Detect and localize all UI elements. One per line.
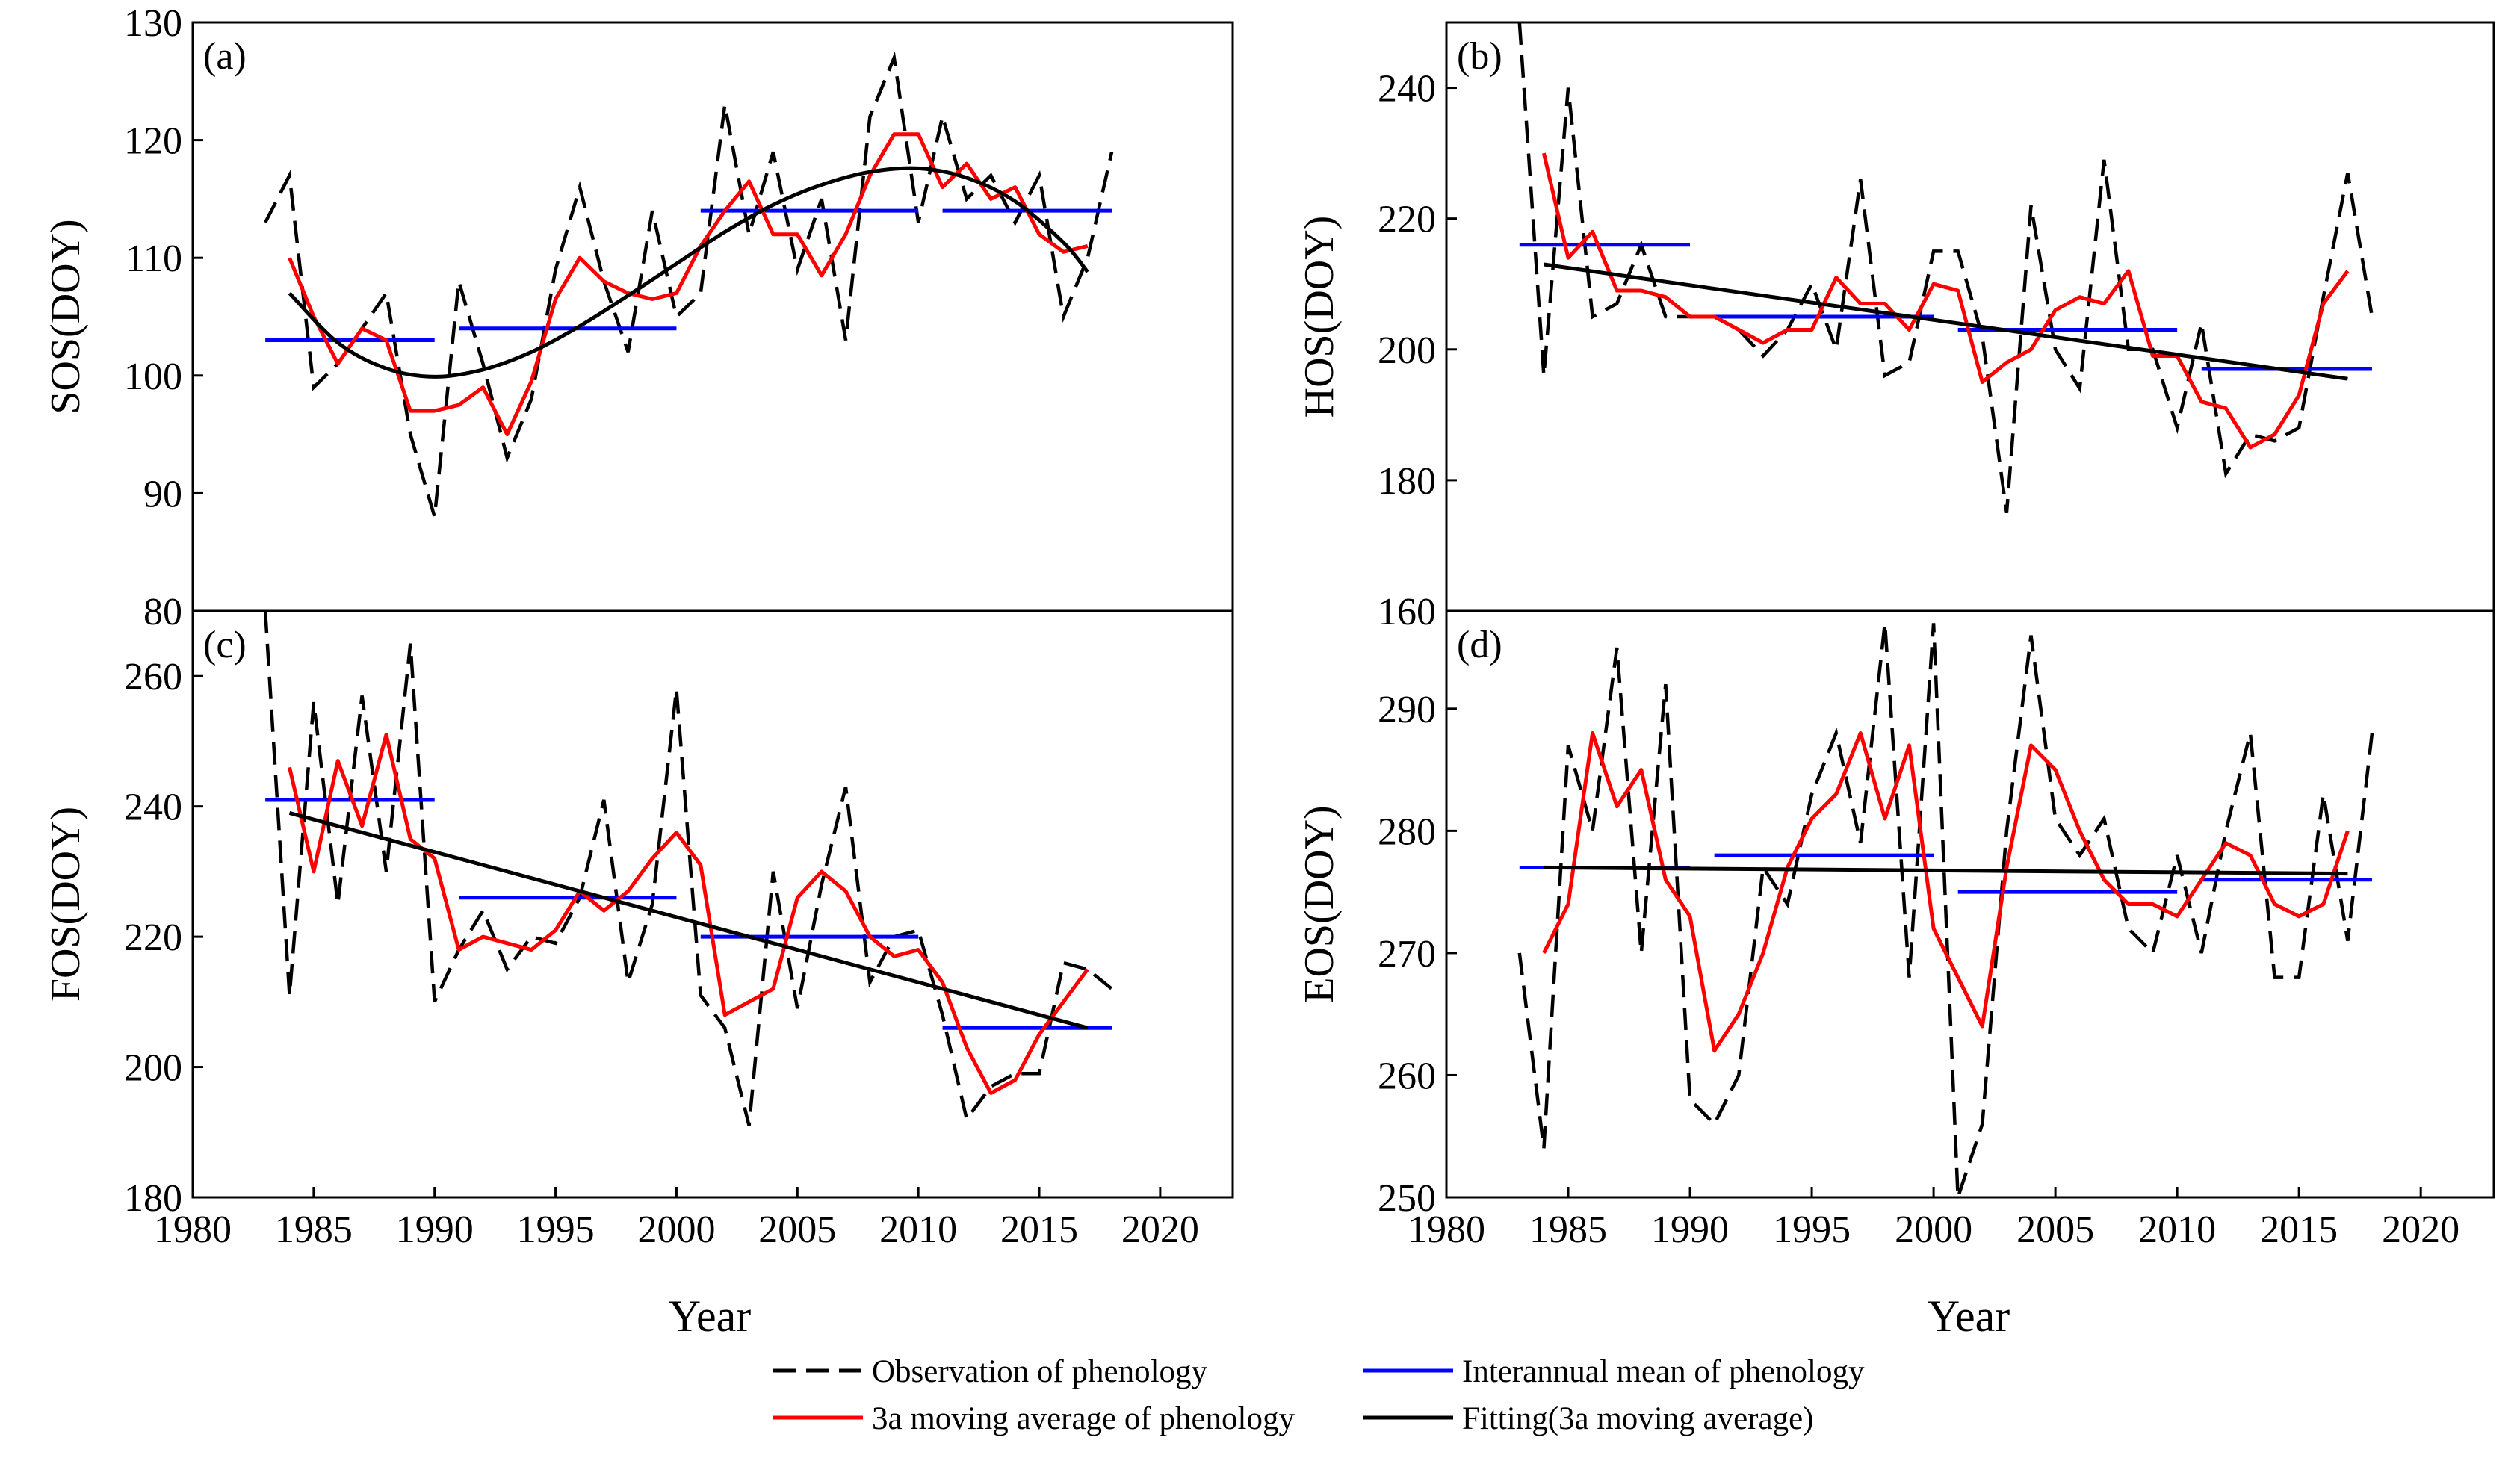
y-tick-label: 80 — [143, 591, 182, 633]
observation-line — [1517, 22, 2374, 514]
plot-frame — [191, 609, 1234, 1199]
x-tick-label: 1990 — [396, 1209, 474, 1251]
y-tick-label: 220 — [124, 916, 182, 959]
y-axis-label: EOS(DOY) — [1296, 805, 1343, 1002]
panel-label: (d) — [1457, 624, 1502, 666]
y-tick-label: 270 — [1378, 933, 1436, 975]
panel-b: 160 180 200 220 240 (b) HOS(DOY) — [1296, 21, 2495, 633]
x-tick-label: 2000 — [1895, 1209, 1972, 1251]
panel-a: 90 100 110 120 130 80 (a) SOS(DOY) — [43, 2, 1234, 633]
plot-area — [1517, 22, 2374, 514]
y-axis-label: FOS(DOY) — [43, 807, 89, 1002]
x-tick-label: 1985 — [275, 1209, 353, 1251]
y-tick-label: 260 — [1378, 1055, 1436, 1097]
x-tick-label: 2010 — [879, 1209, 957, 1251]
x-tick-label: 1985 — [1529, 1209, 1607, 1251]
y-tick-label: 200 — [1378, 329, 1436, 372]
observation-line — [264, 51, 1114, 518]
y-tick-label: 200 — [124, 1047, 182, 1090]
legend-mean-label: Interannual mean of phenology — [1462, 1354, 1865, 1389]
x-tick-label: 1995 — [517, 1209, 595, 1251]
y-tick-label: 260 — [124, 656, 182, 698]
plot-area — [264, 51, 1114, 518]
y-tick-label: 180 — [124, 1177, 182, 1220]
observation-line — [263, 611, 1113, 1126]
y-axis-label: SOS(DOY) — [43, 219, 89, 414]
plot-area — [263, 611, 1113, 1126]
x-tick-label: 2020 — [2382, 1209, 2459, 1251]
x-tick-label: 1990 — [1651, 1209, 1729, 1251]
fitting-line — [1544, 262, 2348, 381]
legend-moving-label: 3a moving average of phenology — [872, 1401, 1295, 1436]
fitting-line — [288, 166, 1089, 379]
x-tick-label: 2010 — [2138, 1209, 2216, 1251]
x-tick-label: 2015 — [1000, 1209, 1078, 1251]
y-tick-label: 290 — [1378, 689, 1436, 731]
y-tick-label: 90 — [143, 473, 182, 515]
y-tick-label: 220 — [1378, 199, 1436, 241]
x-tick-label: 2005 — [758, 1209, 836, 1251]
y-tick-label: 100 — [124, 356, 182, 398]
y-tick-label: 110 — [126, 238, 182, 280]
y-axis-label: HOS(DOY) — [1296, 216, 1343, 418]
y-tick-label: 240 — [124, 787, 182, 829]
panel-c: 180 200 220 240 260 1980 1985 1990 1995 2000 2005 2… — [43, 609, 1234, 1341]
y-tick-label: 120 — [124, 120, 182, 163]
x-axis-label: Year — [1928, 1291, 2010, 1341]
x-tick-label: 2005 — [2016, 1209, 2094, 1251]
panel-label: (b) — [1457, 35, 1502, 78]
plot-frame — [191, 21, 1234, 612]
plot-frame — [1445, 21, 2495, 612]
observation-line — [1517, 623, 2374, 1197]
y-tick-label: 240 — [1378, 68, 1436, 111]
plot-frame — [1445, 609, 2495, 1199]
panel-label: (a) — [203, 35, 247, 78]
moving-average-line — [288, 733, 1089, 1095]
fitting-line — [1544, 865, 2348, 876]
x-axis-label: Year — [669, 1291, 752, 1341]
x-tick-label: 1980 — [1408, 1209, 1485, 1251]
legend-fitting-label: Fitting(3a moving average) — [1462, 1401, 1813, 1436]
x-tick-label: 2000 — [637, 1209, 715, 1251]
x-tick-label: 1980 — [154, 1209, 232, 1251]
x-tick-label: 1995 — [1773, 1209, 1851, 1251]
y-tick-label: 250 — [1378, 1177, 1436, 1220]
legend-observation-label: Observation of phenology — [872, 1354, 1208, 1389]
y-tick-label: 160 — [1378, 591, 1436, 633]
moving-average-line — [1542, 731, 2350, 1053]
legend: Observation of phenology Interannual mean… — [773, 1354, 1865, 1436]
panel-label: (c) — [203, 624, 247, 666]
y-tick-label: 180 — [1378, 460, 1436, 503]
fitting-line — [288, 810, 1089, 1030]
panel-d: 250 260 270 280 290 1980 1985 1990 1995 2000 2005 2… — [1296, 609, 2495, 1341]
y-tick-label: 280 — [1378, 810, 1436, 853]
x-tick-label: 2015 — [2260, 1209, 2338, 1251]
plot-area — [1517, 623, 2374, 1197]
y-tick-label: 130 — [124, 2, 182, 45]
x-tick-label: 2020 — [1121, 1209, 1199, 1251]
moving-average-line — [1541, 152, 2350, 450]
